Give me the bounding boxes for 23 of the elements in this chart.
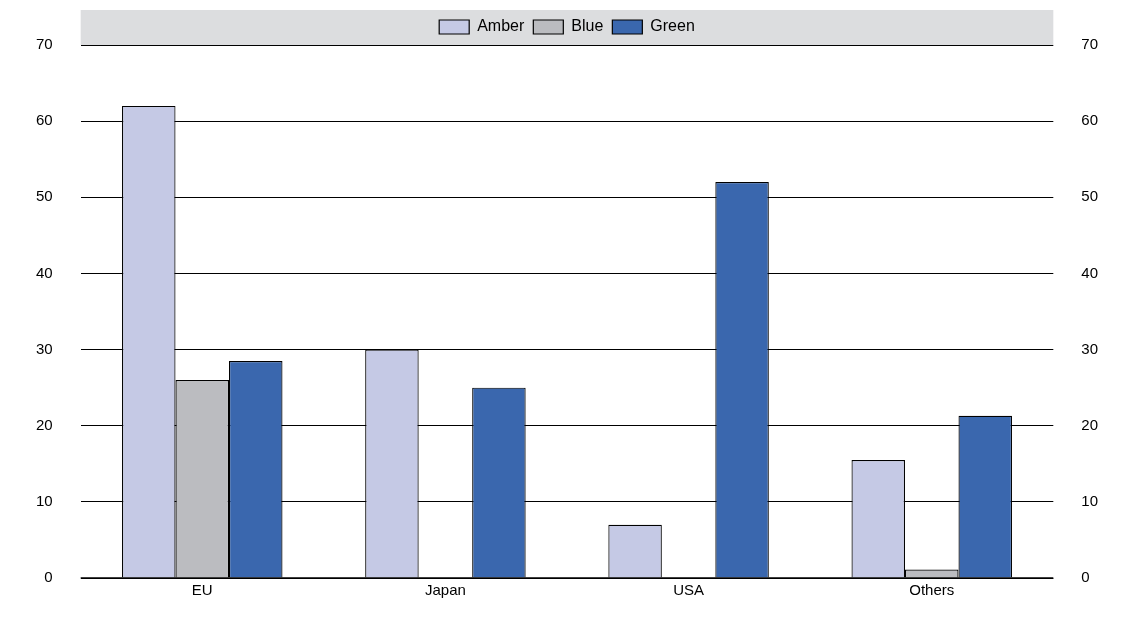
legend-label: Blue — [571, 17, 604, 35]
y-tick-label: 20 — [36, 415, 53, 433]
x-tick-label: EU — [191, 581, 213, 599]
x-tick-label: Others — [909, 581, 955, 599]
y-tick-label: 0 — [44, 568, 53, 586]
x-tick-label: Japan — [424, 581, 466, 599]
y2-tick-label: 40 — [1081, 263, 1098, 281]
y-tick-label: 40 — [36, 263, 53, 281]
y-tick-label: 60 — [36, 111, 53, 129]
legend-label: Green — [650, 17, 695, 35]
x-tick-label: USA — [673, 581, 704, 599]
y-tick-label: 30 — [36, 339, 53, 357]
y2-tick-label: 10 — [1081, 492, 1098, 509]
y-tick-label: 10 — [36, 492, 53, 509]
legend-label: Amber — [477, 17, 525, 35]
y2-tick-label: 20 — [1081, 415, 1098, 433]
y2-tick-label: 50 — [1081, 187, 1098, 205]
y-tick-label: 70 — [36, 35, 53, 53]
y2-tick-label: 60 — [1081, 111, 1098, 129]
y2-tick-label: 0 — [1081, 568, 1090, 586]
y2-tick-label: 70 — [1081, 35, 1098, 53]
y2-tick-label: 30 — [1081, 339, 1098, 357]
y-tick-label: 50 — [36, 187, 53, 205]
